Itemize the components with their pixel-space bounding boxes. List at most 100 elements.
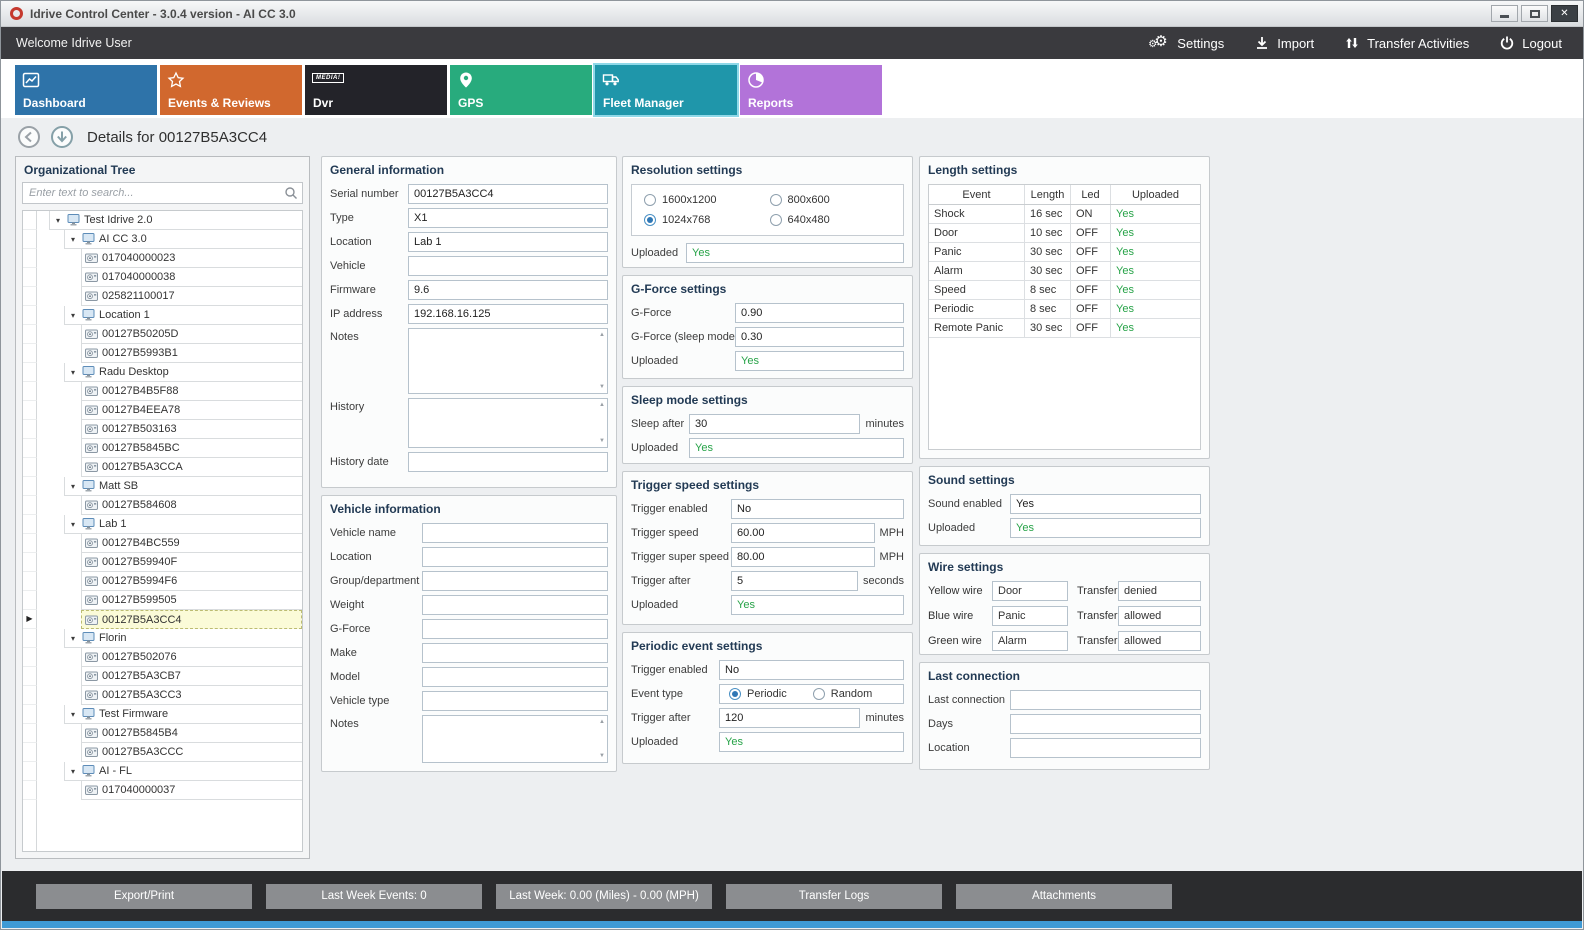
text-input[interactable]: No bbox=[719, 660, 904, 680]
text-input[interactable]: 30 bbox=[689, 414, 861, 434]
tree-node-box[interactable]: ▾ Matt SB bbox=[64, 477, 302, 496]
back-button[interactable] bbox=[17, 125, 41, 149]
tree-node[interactable]: ▶ ▾ 00127B5A3CCC bbox=[23, 743, 302, 762]
tree-node[interactable]: ▶ ▾ Test Firmware bbox=[23, 705, 302, 724]
text-input[interactable]: 5 bbox=[731, 571, 859, 591]
expand-down-button[interactable] bbox=[50, 125, 74, 149]
tree-node-box[interactable]: ▾ 017040000037 bbox=[81, 781, 302, 800]
tree-node-box[interactable]: ▾ 00127B584608 bbox=[81, 496, 302, 515]
tree-node[interactable]: ▶ ▾ 017040000023 bbox=[23, 249, 302, 268]
scroll-down-icon[interactable]: ▼ bbox=[599, 438, 605, 444]
text-input[interactable] bbox=[1010, 690, 1201, 710]
wire-event-input[interactable]: Panic bbox=[992, 606, 1068, 626]
text-input[interactable] bbox=[1010, 738, 1201, 758]
tree-node-box[interactable]: ▾ 00127B5845BC bbox=[81, 439, 302, 458]
transfer-input[interactable]: denied bbox=[1118, 581, 1201, 601]
tree-node[interactable]: ▶ ▾ Lab 1 bbox=[23, 515, 302, 534]
tree-node-box[interactable]: ▾ Test Firmware bbox=[64, 705, 302, 724]
tree-node[interactable]: ▶ ▾ 00127B4B5F88 bbox=[23, 382, 302, 401]
tree-node-box[interactable]: ▾ 00127B502076 bbox=[81, 648, 302, 667]
radio-800x600[interactable]: 800x600 bbox=[769, 194, 892, 206]
minimize-button[interactable] bbox=[1491, 5, 1518, 22]
tree-node[interactable]: ▶ ▾ Location 1 bbox=[23, 306, 302, 325]
tree-node[interactable]: ▶ ▾ 00127B503163 bbox=[23, 420, 302, 439]
tree-node-box[interactable]: ▾ 00127B50205D bbox=[81, 325, 302, 344]
text-input[interactable]: 00127B5A3CC4 bbox=[408, 184, 608, 204]
expander-icon[interactable]: ▾ bbox=[70, 519, 75, 529]
tree-node-box[interactable]: ▾ 00127B5A3CCC bbox=[81, 743, 302, 762]
tree-node-box[interactable]: ▾ 00127B5845B4 bbox=[81, 724, 302, 743]
tree-node-box[interactable]: ▾ 00127B5A3CC4 bbox=[81, 610, 302, 629]
tree-node-box[interactable]: ▾ 00127B5993B1 bbox=[81, 344, 302, 363]
expander-icon[interactable]: ▾ bbox=[70, 766, 75, 776]
expander-icon[interactable]: ▾ bbox=[70, 310, 75, 320]
tab-reports[interactable]: Reports bbox=[740, 65, 882, 115]
text-input[interactable]: 9.6 bbox=[408, 280, 608, 300]
bottom-bar-button[interactable]: Last Week Events: 0 bbox=[266, 883, 482, 909]
tree-node-box[interactable]: ▾ Radu Desktop bbox=[64, 363, 302, 382]
scroll-down-icon[interactable]: ▼ bbox=[599, 384, 605, 390]
text-input[interactable]: Yes bbox=[1010, 494, 1201, 514]
history-textarea[interactable]: ▲ ▼ bbox=[408, 398, 608, 448]
text-input[interactable]: Yes bbox=[689, 438, 904, 458]
text-input[interactable] bbox=[422, 523, 608, 543]
text-input[interactable]: 192.168.16.125 bbox=[408, 304, 608, 324]
text-input[interactable] bbox=[422, 667, 608, 687]
expander-icon[interactable]: ▾ bbox=[70, 633, 75, 643]
maximize-button[interactable] bbox=[1521, 5, 1548, 22]
tree-node[interactable]: ▶ ▾ 017040000038 bbox=[23, 268, 302, 287]
tab-events-reviews[interactable]: Events & Reviews bbox=[160, 65, 302, 115]
tree-node-box[interactable]: ▾ 017040000038 bbox=[81, 268, 302, 287]
tree-node-box[interactable]: ▾ 017040000023 bbox=[81, 249, 302, 268]
text-input[interactable]: Yes bbox=[686, 243, 904, 263]
tree-node-box[interactable]: ▾ Florin bbox=[64, 629, 302, 648]
scroll-up-icon[interactable]: ▲ bbox=[599, 402, 605, 408]
bottom-bar-button[interactable]: Attachments bbox=[956, 883, 1172, 909]
column-header-length[interactable]: Length bbox=[1025, 185, 1071, 204]
tab-fleet-manager[interactable]: Fleet Manager bbox=[595, 65, 737, 115]
tree-node-box[interactable]: ▾ 00127B4B5F88 bbox=[81, 382, 302, 401]
tree-search-input[interactable] bbox=[22, 182, 303, 204]
column-header-event[interactable]: Event bbox=[929, 185, 1025, 204]
tree-node-box[interactable]: ▾ 00127B5994F6 bbox=[81, 572, 302, 591]
wire-event-input[interactable]: Door bbox=[992, 581, 1068, 601]
tree-node[interactable]: ▶ ▾ Radu Desktop bbox=[23, 363, 302, 382]
tree-node[interactable]: ▶ ▾ 00127B50205D bbox=[23, 325, 302, 344]
text-input[interactable]: 0.30 bbox=[735, 327, 904, 347]
radio-periodic[interactable]: Periodic bbox=[729, 688, 787, 700]
tree-node[interactable]: ▶ ▾ 00127B584608 bbox=[23, 496, 302, 515]
tree-node-box[interactable]: ▾ 00127B4BC559 bbox=[81, 534, 302, 553]
tree-node[interactable]: ▶ ▾ 00127B5845BC bbox=[23, 439, 302, 458]
radio-1024x768[interactable]: 1024x768 bbox=[644, 214, 766, 226]
tab-dvr[interactable]: MEDIA! Dvr bbox=[305, 65, 447, 115]
text-input[interactable] bbox=[422, 547, 608, 567]
tree-node[interactable]: ▶ ▾ 00127B599505 bbox=[23, 591, 302, 610]
tab-gps[interactable]: GPS bbox=[450, 65, 592, 115]
tree-node-box[interactable]: ▾ Lab 1 bbox=[64, 515, 302, 534]
expander-icon[interactable]: ▾ bbox=[70, 367, 75, 377]
tree-node[interactable]: ▶ ▾ 00127B5A3CC4 bbox=[23, 610, 302, 629]
settings-button[interactable]: ⚙ ⚙ Settings bbox=[1148, 33, 1224, 52]
scroll-up-icon[interactable]: ▲ bbox=[599, 332, 605, 338]
tree-node-box[interactable]: ▾ 00127B599505 bbox=[81, 591, 302, 610]
bottom-bar-button[interactable]: Transfer Logs bbox=[726, 883, 942, 909]
length-table-row[interactable]: Remote Panic 30 sec OFF Yes bbox=[929, 319, 1200, 338]
tree-node-box[interactable]: ▾ 00127B5A3CC3 bbox=[81, 686, 302, 705]
text-input[interactable]: 120 bbox=[719, 708, 861, 728]
tree-node[interactable]: ▶ ▾ 00127B5994F6 bbox=[23, 572, 302, 591]
tree-node-box[interactable]: ▾ Location 1 bbox=[64, 306, 302, 325]
length-table-row[interactable]: Shock 16 sec ON Yes bbox=[929, 205, 1200, 224]
wire-event-input[interactable]: Alarm bbox=[992, 631, 1068, 651]
text-input[interactable]: No bbox=[731, 499, 904, 519]
tree-node-box[interactable]: ▾ 025821100017 bbox=[81, 287, 302, 306]
text-input[interactable]: 0.90 bbox=[735, 303, 904, 323]
tree-node[interactable]: ▶ ▾ 00127B4EEA78 bbox=[23, 401, 302, 420]
bottom-bar-button[interactable]: Last Week: 0.00 (Miles) - 0.00 (MPH) bbox=[496, 883, 712, 909]
text-input[interactable] bbox=[422, 595, 608, 615]
tree-node-box[interactable]: ▾ AI - FL bbox=[64, 762, 302, 781]
text-input[interactable]: Yes bbox=[719, 732, 904, 752]
text-input[interactable] bbox=[422, 643, 608, 663]
text-input[interactable]: X1 bbox=[408, 208, 608, 228]
tree-node-box[interactable]: ▾ Test Idrive 2.0 bbox=[49, 211, 302, 230]
text-input[interactable]: 60.00 bbox=[731, 523, 875, 543]
